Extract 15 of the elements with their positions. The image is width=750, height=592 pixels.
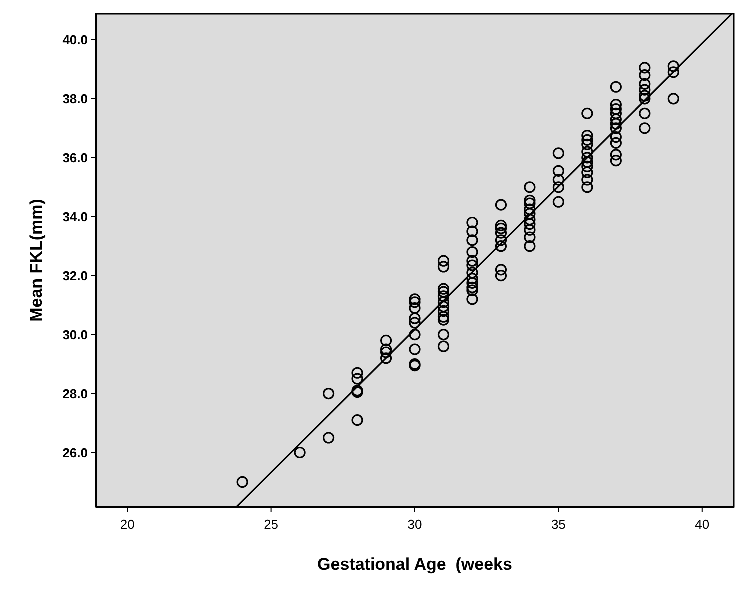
y-tick-label: 34.0: [62, 209, 88, 224]
x-tick-label: 30: [408, 517, 422, 532]
y-tick-label: 30.0: [62, 327, 88, 342]
y-tick-label: 40.0: [62, 32, 88, 48]
y-tick-label: 32.0: [62, 268, 88, 284]
y-tick-label: 38.0: [62, 91, 88, 106]
x-tick-label: 40: [695, 517, 710, 532]
y-tick-label: 28.0: [62, 386, 88, 402]
y-axis-title: Mean FKL(mm): [27, 199, 46, 322]
x-axis-title: Gestational Age (weeks: [318, 555, 512, 574]
x-tick-label: 20: [120, 517, 135, 532]
x-tick-label: 25: [264, 517, 279, 532]
x-tick-label: 35: [551, 517, 566, 532]
y-tick-label: 26.0: [62, 445, 88, 460]
y-tick-label: 36.0: [62, 150, 88, 166]
